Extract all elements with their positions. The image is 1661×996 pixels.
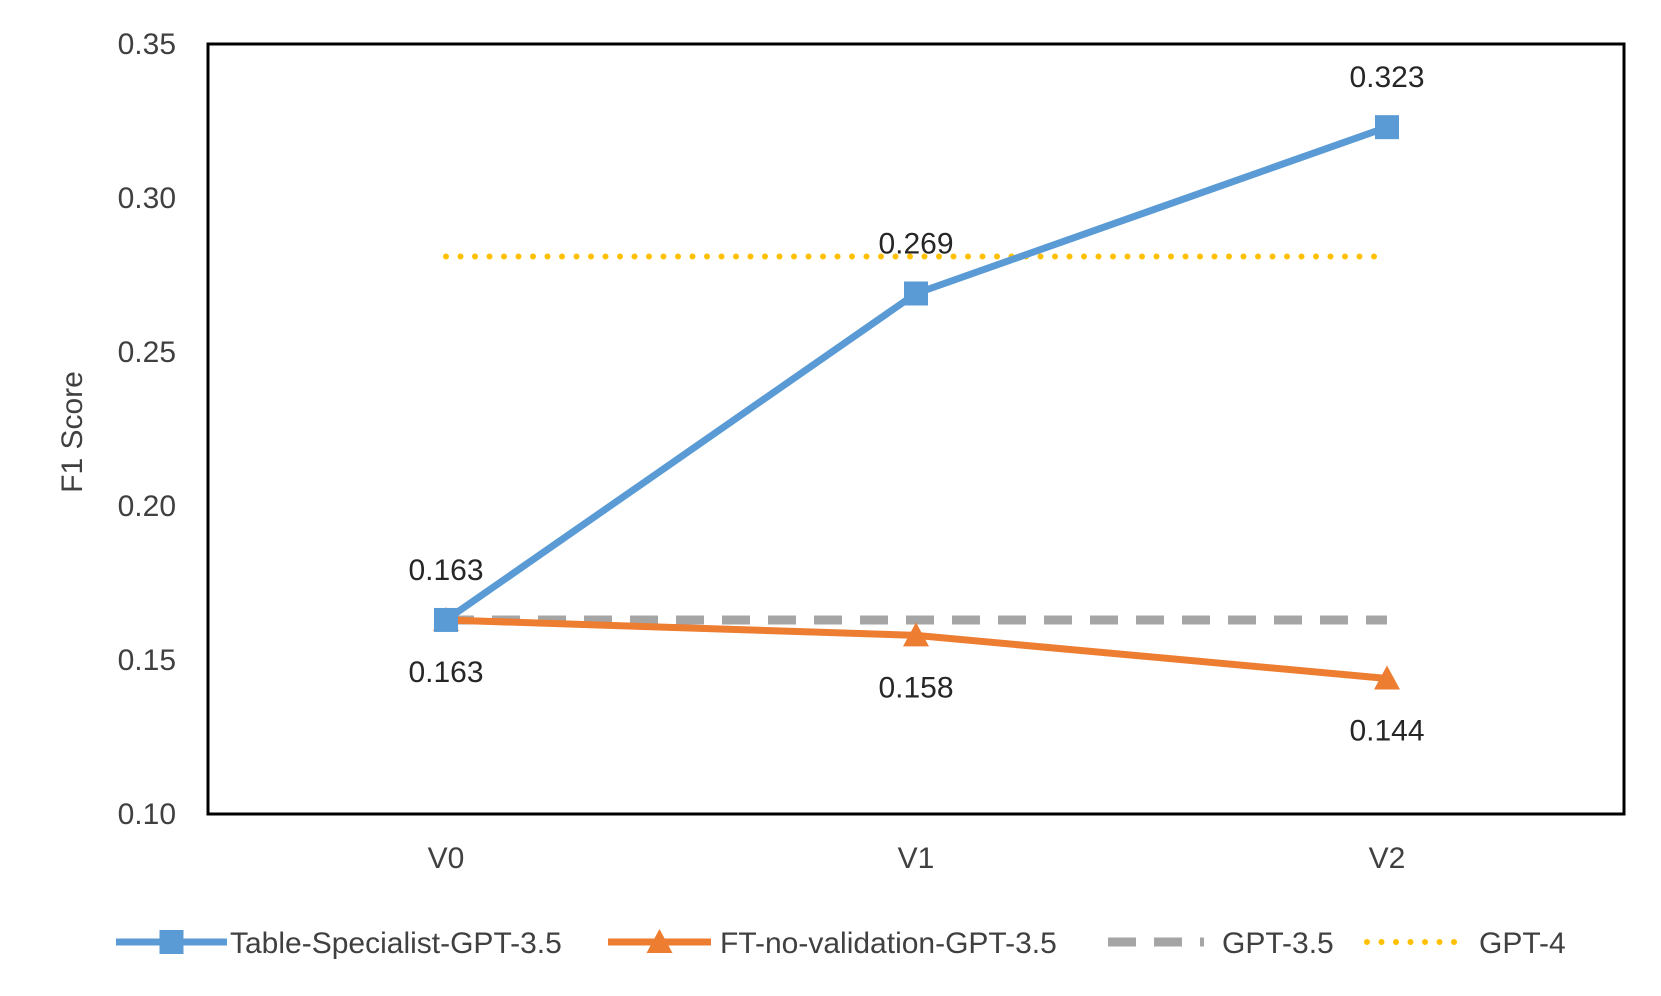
legend-label: Table-Specialist-GPT-3.5: [230, 927, 562, 960]
plot-area-border: [206, 42, 1626, 816]
x-axis-ticks: V0 V1 V2: [428, 842, 1406, 875]
data-label: 0.158: [878, 671, 953, 704]
y-tick-label: 0.15: [118, 644, 176, 677]
data-point-marker: [434, 607, 458, 632]
data-label: 0.163: [408, 554, 483, 587]
data-point-marker: [904, 281, 928, 306]
data-point-marker: [903, 622, 929, 647]
data-label: 0.269: [878, 228, 953, 261]
legend-label: GPT-3.5: [1222, 927, 1334, 960]
data-labels: 0.163 0.269 0.323 0.163 0.158 0.144: [408, 61, 1424, 747]
legend-marker: [646, 929, 673, 953]
y-tick-label: 0.20: [118, 490, 176, 523]
data-point-marker: [1374, 665, 1400, 690]
legend-item: GPT-3.5: [1108, 927, 1334, 960]
legend-label: FT-no-validation-GPT-3.5: [720, 927, 1057, 960]
y-axis-ticks: 0.10 0.15 0.20 0.25 0.30 0.35: [118, 28, 176, 831]
legend: Table-Specialist-GPT-3.5 FT-no-validation…: [116, 927, 1566, 960]
series-layer: [433, 115, 1400, 690]
legend-item: GPT-4: [1364, 927, 1566, 960]
y-tick-label: 0.35: [118, 28, 176, 61]
data-label: 0.323: [1349, 61, 1424, 94]
legend-item: Table-Specialist-GPT-3.5: [116, 927, 562, 960]
x-tick-label: V0: [428, 842, 465, 875]
legend-label: GPT-4: [1479, 927, 1566, 960]
legend-marker: [159, 930, 184, 954]
y-tick-label: 0.10: [118, 798, 176, 831]
data-label: 0.163: [408, 656, 483, 689]
x-tick-label: V1: [898, 842, 935, 875]
data-point-marker: [1375, 115, 1399, 140]
y-tick-label: 0.30: [118, 182, 176, 215]
legend-item: FT-no-validation-GPT-3.5: [608, 927, 1057, 960]
x-tick-label: V2: [1369, 842, 1406, 875]
y-tick-label: 0.25: [118, 336, 176, 369]
data-label: 0.144: [1349, 715, 1424, 748]
y-axis-label: F1 Score: [56, 371, 89, 493]
